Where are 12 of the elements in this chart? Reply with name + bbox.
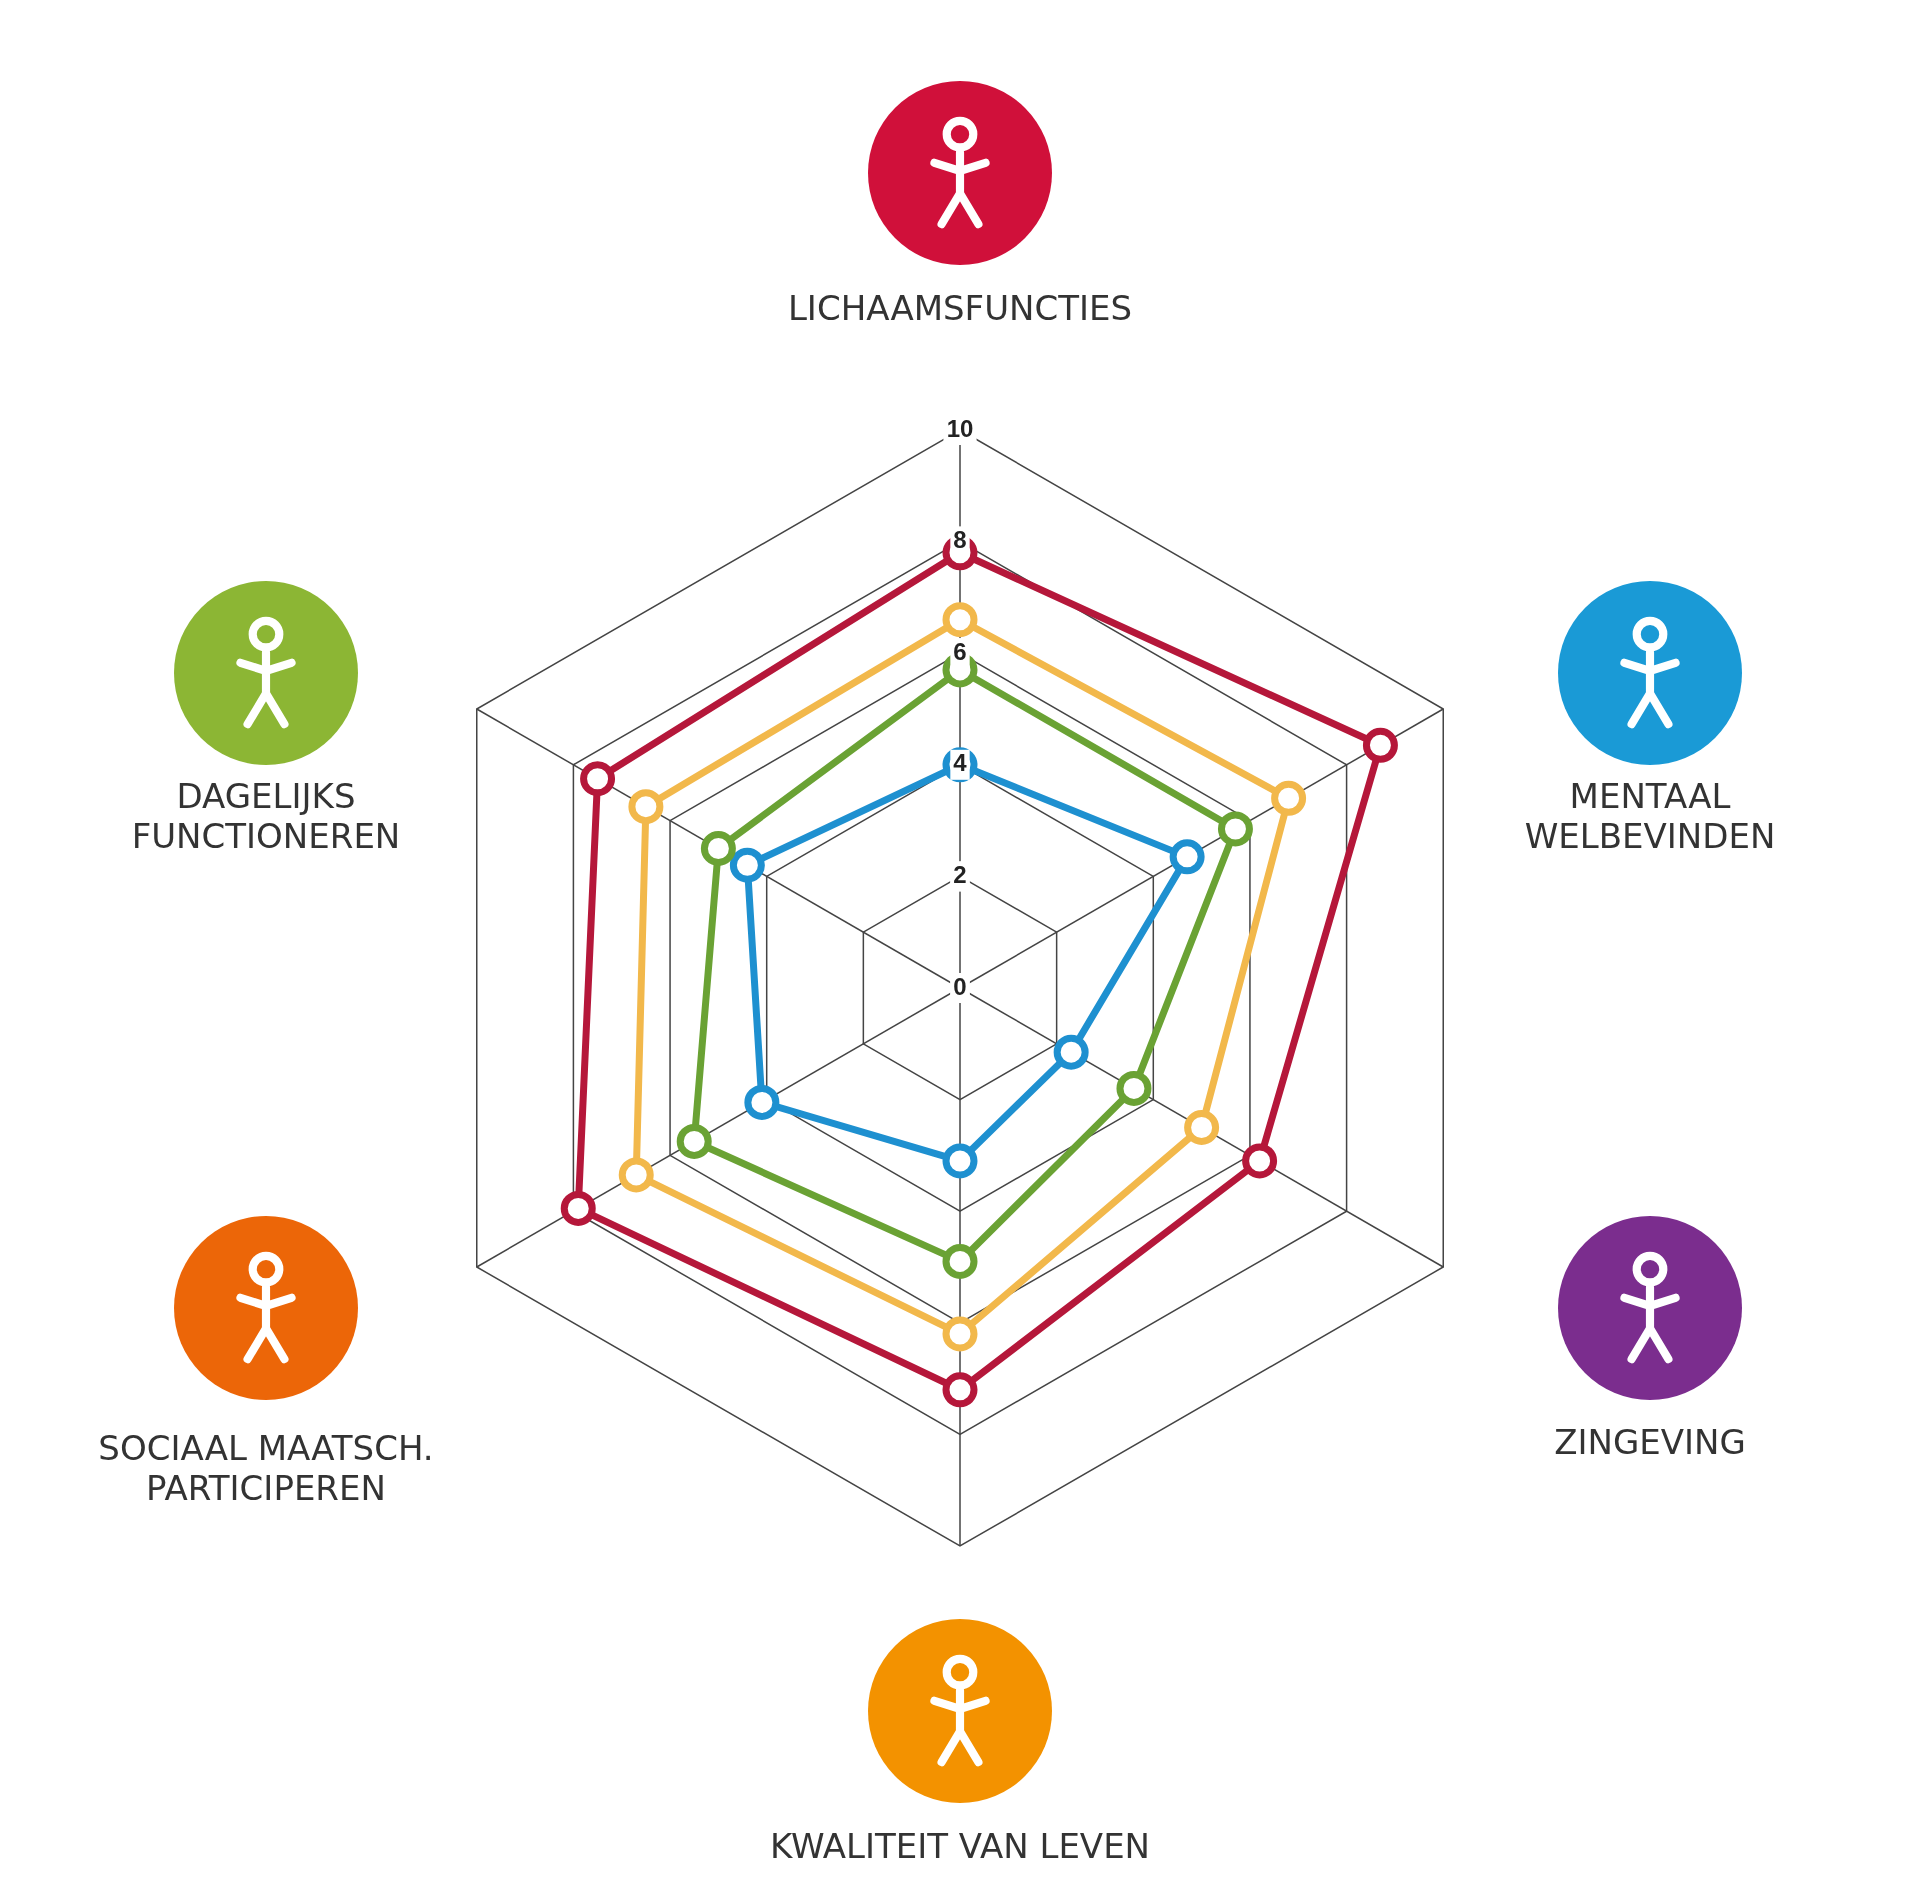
y-tick-label: 2 [953,861,967,889]
y-tick-label: 4 [953,749,968,777]
y-tick-label: 8 [953,526,967,554]
spoke-label: ZINGEVING [1553,1422,1747,1462]
spoke-label: SOCIAAL MAATSCH. PARTICIPEREN [97,1428,435,1508]
spoke-label: KWALITEIT VAN LEVEN [768,1826,1152,1866]
spoke-label: LICHAAMSFUNCTIES [786,288,1134,328]
y-tick-label: 6 [953,637,967,665]
y-tick-label: 10 [946,414,974,442]
spoke-label: MENTAAL WELBEVINDEN [1523,776,1777,856]
spoke-label: DAGELIJKS FUNCTIONEREN [130,776,402,856]
y-tick-label: 0 [953,972,967,1000]
